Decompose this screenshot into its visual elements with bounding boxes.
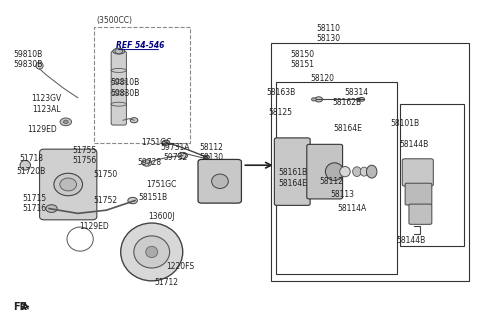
Ellipse shape — [353, 167, 361, 177]
Text: (3500CC): (3500CC) — [97, 17, 133, 26]
Text: 58150
58151: 58150 58151 — [290, 50, 314, 69]
Text: 51718: 51718 — [19, 154, 43, 163]
FancyBboxPatch shape — [405, 183, 432, 205]
FancyBboxPatch shape — [409, 204, 432, 224]
Text: 58112
58130: 58112 58130 — [199, 143, 223, 162]
Ellipse shape — [20, 160, 31, 170]
Text: 1129ED: 1129ED — [80, 222, 109, 231]
FancyBboxPatch shape — [402, 159, 433, 186]
Text: 51715
51716: 51715 51716 — [23, 194, 47, 214]
Ellipse shape — [340, 167, 350, 177]
FancyBboxPatch shape — [39, 149, 97, 220]
Ellipse shape — [360, 167, 368, 176]
Text: 58144B: 58144B — [399, 140, 429, 149]
Ellipse shape — [325, 163, 344, 180]
Circle shape — [204, 155, 209, 159]
Circle shape — [359, 98, 364, 101]
Ellipse shape — [120, 223, 183, 281]
Text: 58162B: 58162B — [333, 98, 362, 107]
Text: 51720B: 51720B — [16, 167, 46, 176]
Text: 1751GC: 1751GC — [141, 138, 172, 147]
Circle shape — [63, 120, 68, 123]
Circle shape — [357, 98, 360, 101]
Text: 13600J: 13600J — [148, 212, 175, 221]
Circle shape — [130, 118, 138, 123]
Ellipse shape — [212, 174, 228, 189]
Text: REF 54-546: REF 54-546 — [116, 40, 164, 50]
Text: 58163B: 58163B — [266, 88, 295, 98]
FancyBboxPatch shape — [307, 144, 343, 199]
Ellipse shape — [366, 165, 377, 178]
Text: 59810B
59830B: 59810B 59830B — [111, 78, 140, 98]
Ellipse shape — [146, 246, 157, 258]
Text: 59810B
59830B: 59810B 59830B — [13, 50, 42, 69]
FancyBboxPatch shape — [111, 51, 126, 125]
Text: 58161B
58164E: 58161B 58164E — [278, 168, 307, 188]
Ellipse shape — [54, 173, 83, 196]
Text: 58125: 58125 — [269, 108, 293, 117]
Ellipse shape — [134, 236, 169, 268]
Circle shape — [312, 98, 316, 101]
FancyBboxPatch shape — [275, 138, 310, 205]
Text: 58164E: 58164E — [333, 124, 362, 133]
Text: 58113: 58113 — [331, 190, 355, 199]
Circle shape — [46, 205, 57, 213]
Circle shape — [162, 140, 170, 145]
Circle shape — [128, 197, 137, 204]
Circle shape — [142, 160, 152, 166]
Ellipse shape — [36, 62, 43, 69]
Text: 58101B: 58101B — [390, 119, 419, 128]
Text: 51712: 51712 — [154, 278, 178, 287]
Text: 51750: 51750 — [93, 170, 118, 179]
Text: 58112: 58112 — [320, 177, 344, 186]
Circle shape — [60, 118, 72, 126]
Text: 58151B: 58151B — [139, 193, 168, 202]
Ellipse shape — [60, 178, 76, 191]
Circle shape — [115, 49, 122, 54]
Text: 58120: 58120 — [310, 74, 334, 83]
Text: 59731A
59732: 59731A 59732 — [161, 143, 191, 162]
Text: 1123GV
1123AL: 1123GV 1123AL — [32, 95, 62, 114]
Text: 58314: 58314 — [345, 88, 369, 98]
Text: 58110
58130: 58110 58130 — [316, 24, 340, 43]
Text: 58144B: 58144B — [396, 236, 425, 245]
Text: FR: FR — [13, 302, 27, 312]
Text: 1220FS: 1220FS — [166, 262, 194, 271]
Circle shape — [178, 152, 188, 159]
Circle shape — [315, 97, 323, 102]
Text: 58114A: 58114A — [337, 204, 367, 213]
Text: 1751GC: 1751GC — [146, 180, 177, 189]
FancyBboxPatch shape — [198, 159, 241, 203]
Text: 1129ED: 1129ED — [27, 125, 57, 134]
Text: 59728: 59728 — [137, 157, 161, 167]
Text: 51752: 51752 — [94, 196, 118, 205]
Ellipse shape — [113, 48, 125, 54]
Text: 51755
51756: 51755 51756 — [73, 146, 97, 165]
